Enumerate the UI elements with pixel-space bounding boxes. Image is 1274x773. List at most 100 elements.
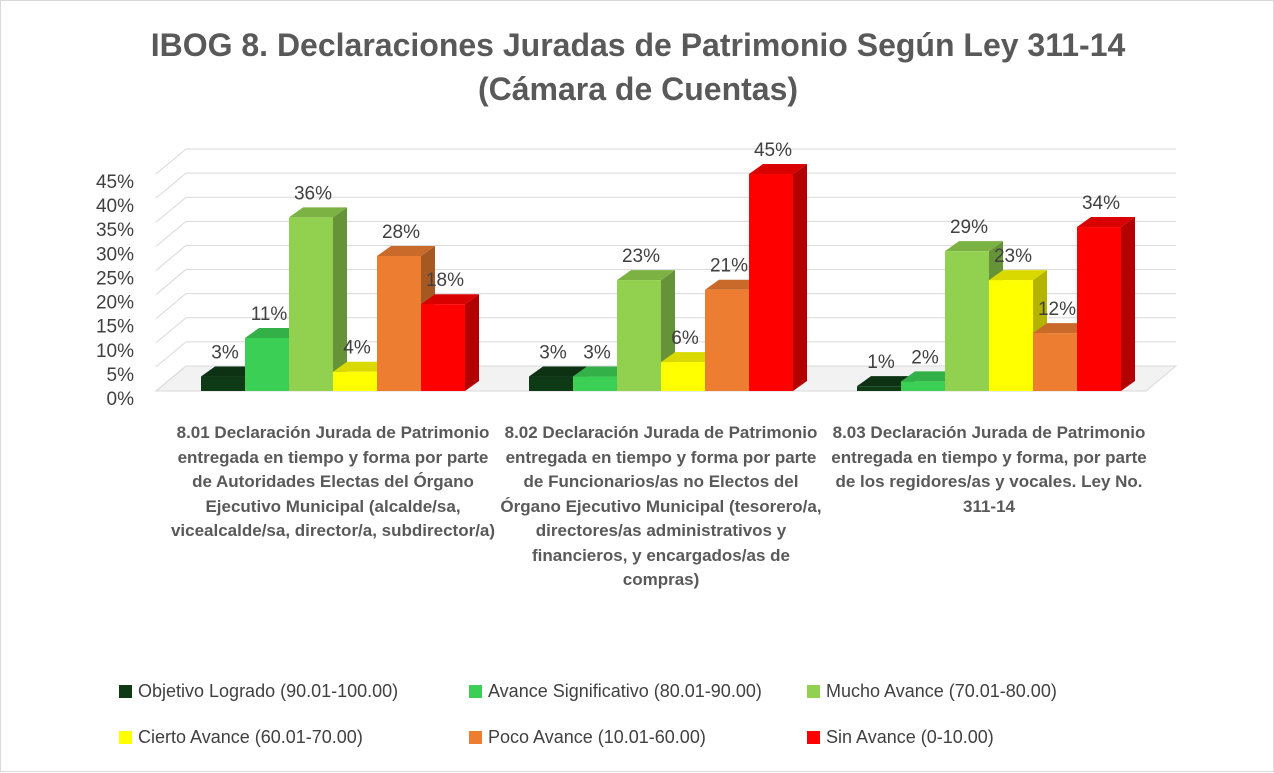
bar-top: [1033, 323, 1091, 334]
bar-front: [529, 376, 573, 391]
legend-label: Sin Avance (0-10.00): [826, 727, 994, 747]
y-tick-label: 5%: [107, 365, 135, 386]
y-tick-label: 10%: [96, 341, 134, 362]
bar: [421, 294, 479, 391]
data-label: 3%: [211, 343, 239, 364]
bar-side: [1121, 217, 1135, 391]
bar-top: [289, 207, 347, 218]
legend-swatch: [119, 685, 132, 698]
bar-front: [661, 362, 705, 391]
bar-top: [421, 294, 479, 305]
bar: [289, 207, 347, 391]
data-label: 4%: [343, 338, 371, 359]
grid-line: [155, 341, 1176, 368]
legend-item: Poco Avance (10.01-60.00): [469, 727, 706, 748]
bar-front: [857, 386, 901, 391]
y-tick-label: 25%: [96, 268, 134, 289]
chart-title: (Cámara de Cuentas): [477, 71, 799, 107]
bar-top: [857, 376, 915, 387]
grid-line: [155, 365, 1176, 392]
y-tick-label: 30%: [96, 244, 134, 265]
legend-item: Sin Avance (0-10.00): [807, 727, 994, 748]
bar-front: [377, 255, 421, 391]
legend-item: Cierto Avance (60.01-70.00): [119, 727, 363, 748]
bar-top: [989, 270, 1047, 281]
data-label: 12%: [1038, 299, 1076, 320]
legend-swatch: [119, 731, 132, 744]
bar-front: [201, 376, 245, 391]
legend-label: Objetivo Logrado (90.01-100.00): [138, 681, 399, 701]
legend-swatch: [469, 685, 482, 698]
grid-line: [155, 244, 1176, 271]
bar-top: [617, 270, 675, 281]
bar: [1077, 217, 1135, 391]
data-label: 11%: [251, 304, 288, 325]
bar-front: [945, 251, 989, 391]
bar-top: [901, 371, 959, 382]
bar-top: [529, 366, 587, 377]
bar-top: [377, 245, 435, 256]
bar: [749, 164, 807, 391]
legend-label: Poco Avance (10.01-60.00): [488, 727, 706, 747]
grid-line: [155, 196, 1176, 223]
data-label: 36%: [294, 183, 332, 204]
data-label: 6%: [671, 328, 699, 349]
bar-front: [749, 174, 793, 391]
legend-item: Objetivo Logrado (90.01-100.00): [119, 681, 398, 702]
bar-side: [465, 294, 479, 391]
data-label: 29%: [950, 217, 988, 238]
data-label: 1%: [867, 352, 895, 373]
grid-line: [155, 220, 1176, 247]
data-label: 23%: [622, 246, 660, 267]
bar-top: [573, 366, 631, 377]
bar-top: [945, 241, 1003, 252]
bar-top: [333, 361, 391, 372]
bar-top: [201, 366, 259, 377]
legend-item: Mucho Avance (70.01-80.00): [807, 681, 1057, 702]
data-label: 34%: [1082, 193, 1120, 214]
legend-swatch: [469, 731, 482, 744]
data-label: 28%: [382, 222, 420, 243]
legend-label: Avance Significativo (80.01-90.00): [488, 681, 762, 701]
bar-top: [749, 164, 807, 174]
y-tick-label: 35%: [96, 220, 134, 241]
y-tick-label: 45%: [96, 172, 134, 193]
y-tick-label: 15%: [96, 317, 134, 338]
bar-front: [573, 376, 617, 391]
bar-front: [421, 304, 465, 391]
y-tick-label: 40%: [96, 196, 134, 217]
grid-line: [155, 293, 1176, 320]
y-tick-label: 0%: [107, 389, 135, 410]
bar-top: [661, 352, 719, 363]
legend-swatch: [807, 731, 820, 744]
y-tick-label: 20%: [96, 293, 134, 314]
grid-line: [155, 269, 1176, 295]
data-label: 3%: [539, 343, 567, 364]
bar-side: [793, 164, 807, 391]
chart-title: IBOG 8. Declaraciones Juradas de Patrimo…: [150, 27, 1126, 63]
bar-front: [901, 381, 945, 391]
bar-front: [705, 289, 749, 391]
x-tick-label: 8.01 Declaración Jurada de Patrimonio en…: [170, 423, 496, 540]
bar-front: [1077, 227, 1121, 391]
data-label: 2%: [911, 347, 939, 368]
legend-swatch: [807, 685, 820, 698]
x-tick-label: 8.02 Declaración Jurada de Patrimonio en…: [500, 423, 822, 589]
data-label: 21%: [710, 256, 748, 277]
bar-side: [333, 207, 347, 391]
bar-front: [289, 217, 333, 391]
bar-top: [1077, 217, 1135, 228]
bar-top: [245, 327, 303, 338]
data-label: 23%: [994, 246, 1032, 267]
data-label: 45%: [754, 140, 792, 161]
legend-label: Cierto Avance (60.01-70.00): [138, 727, 363, 747]
data-label: 3%: [583, 343, 611, 364]
grid-line: [155, 148, 1176, 175]
data-label: 18%: [426, 270, 464, 291]
legend-label: Mucho Avance (70.01-80.00): [826, 681, 1057, 701]
grid-line: [155, 317, 1176, 344]
grid-line: [155, 172, 1176, 199]
legend-item: Avance Significativo (80.01-90.00): [469, 681, 762, 702]
